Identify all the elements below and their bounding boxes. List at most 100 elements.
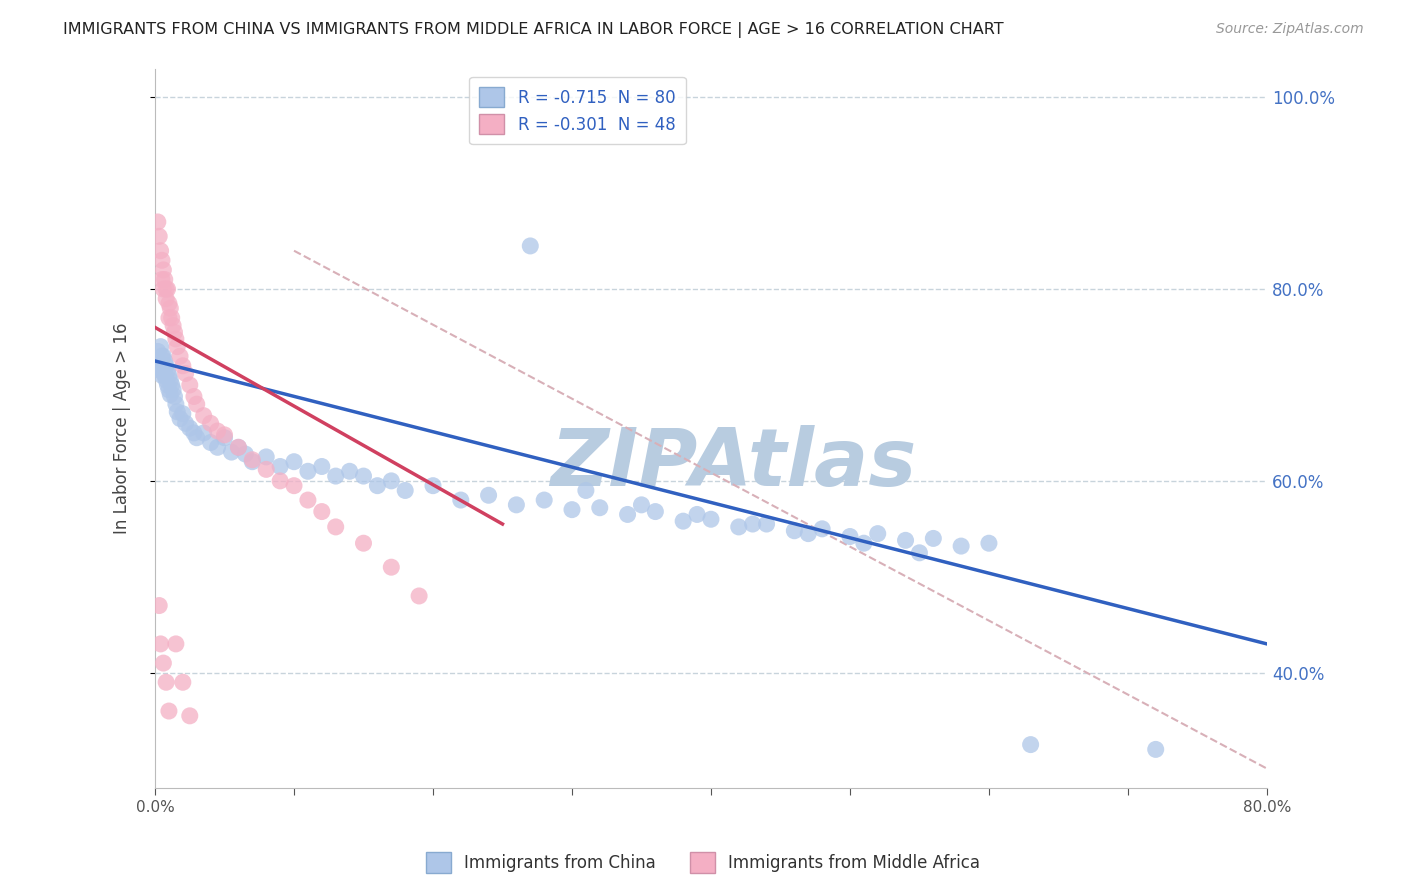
Point: [149, 244, 172, 258]
Point: [200, 417, 222, 431]
Point: [269, 474, 291, 488]
Point: [200, 435, 222, 450]
Point: [450, 493, 472, 508]
Point: [193, 409, 215, 423]
Point: [894, 533, 917, 548]
Point: [908, 546, 931, 560]
Point: [353, 536, 375, 550]
Point: [183, 389, 205, 403]
Point: [478, 488, 501, 502]
Point: [159, 373, 181, 387]
Point: [922, 532, 945, 546]
Text: IMMIGRANTS FROM CHINA VS IMMIGRANTS FROM MIDDLE AFRICA IN LABOR FORCE | AGE > 16: IMMIGRANTS FROM CHINA VS IMMIGRANTS FROM…: [63, 22, 1004, 38]
Point: [179, 378, 201, 392]
Point: [240, 452, 263, 467]
Point: [163, 325, 186, 339]
Point: [644, 505, 666, 519]
Point: [380, 474, 402, 488]
Point: [950, 539, 973, 553]
Point: [311, 505, 333, 519]
Point: [408, 589, 430, 603]
Point: [146, 344, 169, 359]
Legend: R = -0.715  N = 80, R = -0.301  N = 48: R = -0.715 N = 80, R = -0.301 N = 48: [470, 77, 686, 145]
Point: [339, 464, 361, 478]
Point: [741, 516, 763, 531]
Point: [394, 483, 416, 498]
Point: [727, 520, 749, 534]
Point: [422, 478, 444, 492]
Point: [152, 263, 174, 277]
Point: [162, 383, 184, 397]
Point: [366, 478, 388, 492]
Point: [149, 340, 172, 354]
Point: [325, 469, 347, 483]
Point: [149, 637, 172, 651]
Point: [169, 411, 191, 425]
Point: [1144, 742, 1167, 756]
Point: [214, 428, 236, 442]
Point: [254, 462, 277, 476]
Point: [160, 378, 183, 392]
Point: [283, 478, 305, 492]
Point: [228, 440, 250, 454]
Point: [153, 368, 176, 383]
Point: [149, 363, 172, 377]
Point: [700, 512, 723, 526]
Point: [977, 536, 1000, 550]
Point: [505, 498, 527, 512]
Point: [783, 524, 806, 538]
Point: [148, 359, 170, 373]
Point: [240, 455, 263, 469]
Point: [533, 493, 555, 508]
Point: [519, 239, 541, 253]
Text: ZIPAtlas: ZIPAtlas: [550, 425, 917, 503]
Point: [269, 459, 291, 474]
Point: [207, 424, 229, 438]
Point: [254, 450, 277, 464]
Point: [575, 483, 598, 498]
Point: [186, 431, 208, 445]
Point: [672, 514, 695, 528]
Point: [156, 378, 179, 392]
Point: [183, 425, 205, 440]
Y-axis label: In Labor Force | Age > 16: In Labor Force | Age > 16: [114, 322, 131, 534]
Point: [165, 332, 187, 346]
Point: [159, 301, 181, 316]
Point: [148, 229, 170, 244]
Point: [589, 500, 612, 515]
Point: [166, 405, 188, 419]
Point: [152, 282, 174, 296]
Point: [616, 508, 638, 522]
Point: [297, 464, 319, 478]
Point: [214, 431, 236, 445]
Point: [155, 675, 177, 690]
Point: [353, 469, 375, 483]
Point: [152, 363, 174, 377]
Point: [221, 445, 243, 459]
Point: [157, 296, 180, 310]
Point: [148, 599, 170, 613]
Point: [207, 440, 229, 454]
Point: [159, 387, 181, 401]
Point: [325, 520, 347, 534]
Point: [150, 272, 173, 286]
Point: [172, 675, 194, 690]
Point: [174, 367, 197, 381]
Point: [839, 529, 862, 543]
Point: [156, 363, 179, 377]
Point: [169, 349, 191, 363]
Point: [235, 447, 257, 461]
Point: [179, 709, 201, 723]
Point: [150, 368, 173, 383]
Point: [866, 526, 889, 541]
Point: [155, 282, 177, 296]
Point: [160, 310, 183, 325]
Point: [152, 349, 174, 363]
Point: [686, 508, 709, 522]
Point: [852, 536, 875, 550]
Point: [174, 417, 197, 431]
Point: [297, 493, 319, 508]
Point: [172, 407, 194, 421]
Point: [155, 359, 177, 373]
Point: [150, 253, 173, 268]
